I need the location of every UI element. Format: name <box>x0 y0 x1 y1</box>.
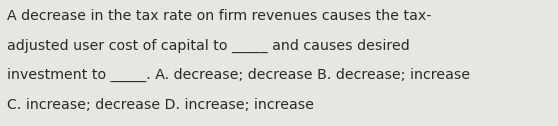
Text: A decrease in the tax rate on firm revenues causes the tax-: A decrease in the tax rate on firm reven… <box>7 9 432 23</box>
Text: adjusted user cost of capital to _____ and causes desired: adjusted user cost of capital to _____ a… <box>7 38 410 53</box>
Text: investment to _____. A. decrease; decrease B. decrease; increase: investment to _____. A. decrease; decrea… <box>7 68 470 82</box>
Text: C. increase; decrease D. increase; increase: C. increase; decrease D. increase; incre… <box>7 98 314 112</box>
